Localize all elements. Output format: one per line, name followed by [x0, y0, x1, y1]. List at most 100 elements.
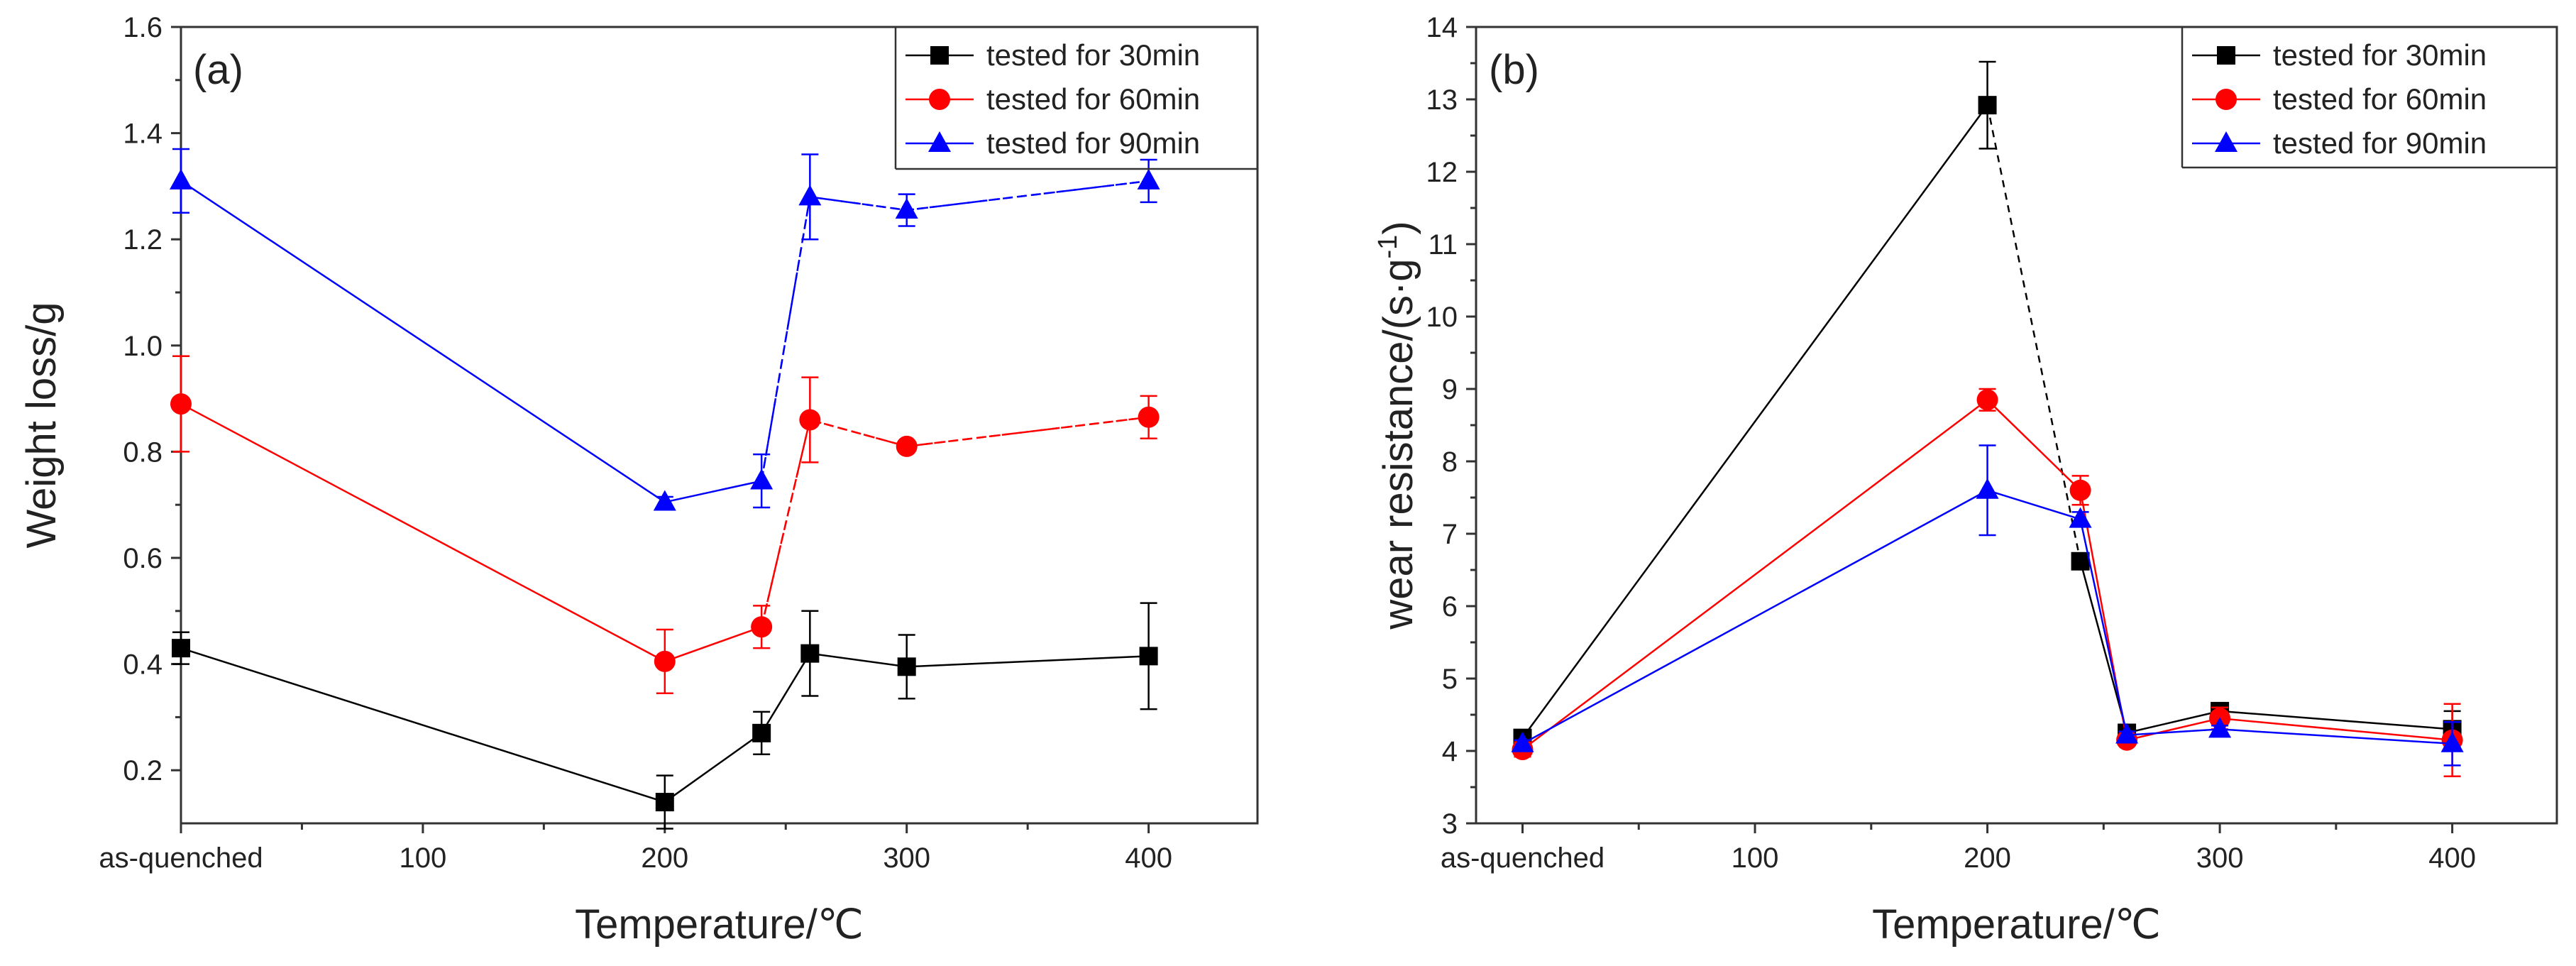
- x-tick-label: 400: [1125, 842, 1172, 874]
- legend-label: tested for 90min: [2273, 126, 2487, 160]
- x-tick-label: 200: [1964, 842, 2011, 874]
- y-axis-title-main: Weight loss/g: [18, 302, 65, 548]
- y-tick-label: 14: [1426, 12, 1458, 43]
- panel-b: 3 4 5 6 7 8 9 10 11 12 13 14 as-quenched 100 200 300 400…: [1373, 12, 2558, 948]
- y-axis-title-close: ): [1375, 221, 1421, 234]
- data-point-triangle: [1511, 731, 1534, 752]
- panel-label: (a): [193, 47, 243, 93]
- legend-marker-circle: [2216, 89, 2237, 110]
- series-line-dashed: [760, 416, 1149, 627]
- data-point-square: [2071, 551, 2090, 571]
- data-point-circle: [2069, 479, 2091, 501]
- series-line-dashed: [1986, 104, 2081, 562]
- legend-marker-circle: [929, 89, 950, 110]
- legend-label: tested for 30min: [2273, 38, 2487, 72]
- series-line: [180, 402, 1149, 663]
- y-tick-label: 0.8: [123, 437, 163, 468]
- data-point-circle: [1976, 389, 1998, 411]
- legend: tested for 30min tested for 60min tested f…: [894, 27, 1257, 170]
- y-tick-label: 0.2: [123, 755, 163, 786]
- y-axis-title: Weight loss/g: [18, 302, 65, 548]
- legend-marker-square: [2217, 46, 2235, 65]
- y-tick-label: 13: [1426, 84, 1458, 116]
- panel-a: 0.2 0.4 0.6 0.8 1.0 1.2 1.4 1.6 as-quenched 100 20…: [18, 12, 1259, 948]
- y-tick-label: 11: [1428, 229, 1458, 260]
- legend-label: tested for 90min: [986, 126, 1200, 160]
- data-point-circle: [1138, 406, 1160, 428]
- series-90min: [1511, 444, 2464, 767]
- legend: tested for 30min tested for 60min tested f…: [2181, 27, 2557, 169]
- x-axis-title: Temperature/℃: [1872, 901, 2161, 948]
- data-point-square: [172, 639, 190, 658]
- legend-label: tested for 30min: [986, 38, 1200, 72]
- x-tick-label: 100: [1732, 842, 1779, 874]
- y-tick-label: 0.6: [123, 543, 163, 574]
- series-line-dash: [760, 180, 1149, 481]
- data-point-circle: [654, 650, 676, 672]
- series-60min: [170, 355, 1160, 694]
- y-tick-label: 6: [1442, 591, 1458, 622]
- data-point-triangle: [750, 468, 774, 490]
- x-tick-label: as-quenched: [99, 842, 263, 874]
- data-point-triangle: [895, 198, 918, 219]
- x-tick-label: 300: [2196, 842, 2244, 874]
- x-axis-title: Temperature/℃: [575, 901, 864, 948]
- data-point-circle: [896, 435, 918, 457]
- legend-marker-square: [930, 46, 949, 65]
- data-point-square: [752, 723, 771, 742]
- y-tick-label: 10: [1426, 302, 1458, 333]
- x-tick-label: 100: [400, 842, 447, 874]
- y-tick-label: 0.4: [123, 649, 163, 681]
- y-tick-label: 12: [1426, 157, 1458, 188]
- data-point-square: [655, 793, 674, 812]
- y-tick-label: 9: [1442, 374, 1458, 405]
- data-point-triangle: [170, 168, 192, 190]
- series-line: [1521, 489, 2453, 745]
- data-point-circle: [799, 409, 821, 431]
- data-point-circle: [751, 616, 773, 638]
- series-line: [1521, 103, 2453, 739]
- x-tick-label: as-quenched: [1441, 842, 1605, 874]
- data-point-square: [1139, 647, 1158, 666]
- data-point-square: [1978, 96, 1997, 115]
- y-tick-label: 1.4: [123, 119, 163, 150]
- series-90min: [170, 148, 1160, 511]
- data-point-square: [897, 657, 916, 676]
- y-tick-label: 1.2: [123, 224, 163, 256]
- series-line-dash: [760, 416, 1149, 627]
- data-point-triangle: [1976, 478, 1999, 499]
- y-axis-title: wear resistance/(s·g-1): [1373, 221, 1421, 630]
- y-tick-label: 3: [1442, 808, 1458, 840]
- data-point-triangle: [2208, 717, 2232, 738]
- data-point-triangle: [2115, 723, 2139, 744]
- y-tick-label: 7: [1442, 519, 1458, 550]
- data-point-triangle: [653, 490, 676, 511]
- legend-marker-triangle: [928, 131, 951, 152]
- y-tick-label: 1.6: [123, 12, 163, 43]
- x-tick-label: 200: [641, 842, 688, 874]
- data-point-triangle: [798, 185, 822, 206]
- series-line-dashed: [760, 180, 1149, 481]
- legend-label: tested for 60min: [986, 82, 1200, 116]
- y-tick-label: 5: [1442, 664, 1458, 695]
- data-point-circle: [170, 393, 192, 415]
- x-tick-label: 300: [883, 842, 930, 874]
- y-tick-label: 8: [1442, 446, 1458, 478]
- panel-label: (b): [1489, 47, 1539, 93]
- series-line: [180, 647, 1149, 803]
- data-point-square: [800, 644, 820, 663]
- y-tick-label: 1.0: [123, 331, 163, 362]
- data-point-triangle: [2440, 731, 2464, 752]
- legend-marker-triangle: [2215, 131, 2238, 152]
- legend-label: tested for 60min: [2273, 82, 2487, 116]
- series-line: [180, 180, 1149, 503]
- y-axis-title-superscript: -1: [1373, 235, 1403, 259]
- x-tick-label: 400: [2428, 842, 2476, 874]
- series-30min: [172, 602, 1158, 830]
- y-axis-title-main: wear resistance/(s·g: [1375, 258, 1421, 630]
- y-tick-label: 4: [1442, 736, 1458, 767]
- data-point-triangle: [2069, 507, 2092, 528]
- data-point-triangle: [1137, 168, 1160, 190]
- series-line: [1521, 398, 2453, 750]
